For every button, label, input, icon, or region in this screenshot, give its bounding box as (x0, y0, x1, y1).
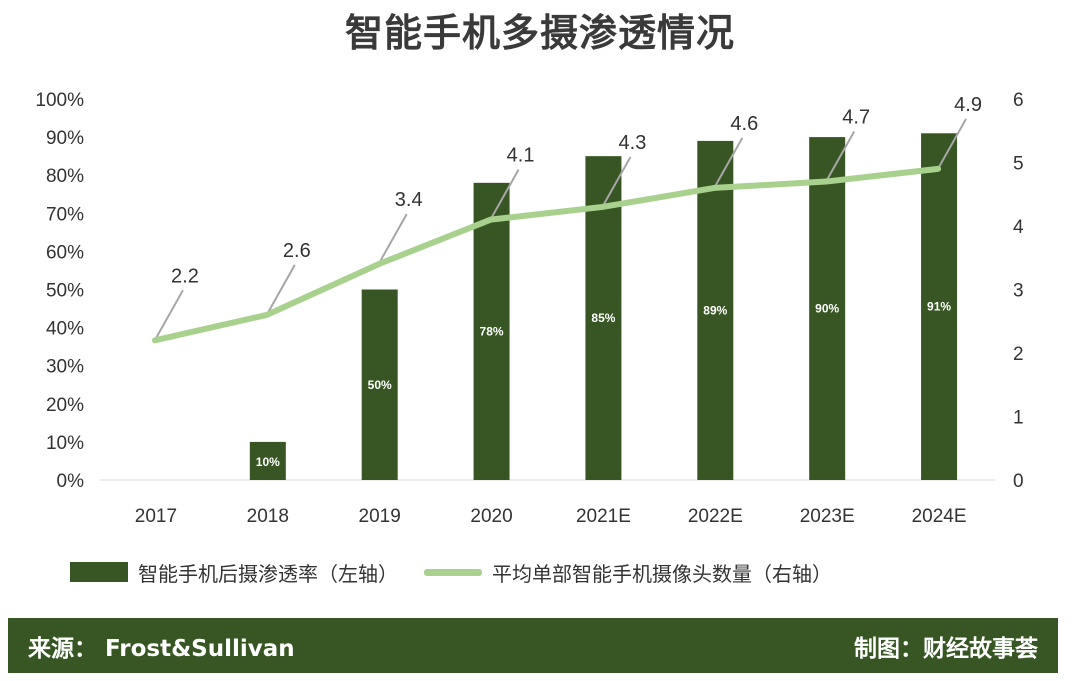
left-tick-label: 60% (46, 242, 84, 263)
right-axis-ticks: 0 1 2 3 4 5 6 (1013, 90, 1024, 492)
left-tick-label: 100% (35, 90, 84, 111)
line-value-label: 2.6 (283, 240, 311, 262)
bar-value-label: 78% (480, 324, 504, 338)
category-label: 2021E (576, 506, 631, 527)
category-labels: 2017 2018 2019 2020 2021E 2022E 2023E 2024E (135, 506, 967, 527)
chart-title: 智能手机多摄渗透情况 (344, 11, 735, 55)
bar-value-label: 10% (256, 455, 280, 469)
left-tick-label: 90% (46, 128, 84, 149)
line-value-label: 4.1 (507, 145, 535, 167)
left-tick-label: 0% (57, 471, 85, 492)
right-tick-label: 5 (1013, 154, 1024, 175)
right-tick-label: 4 (1013, 217, 1024, 238)
label-leader-line (155, 289, 184, 339)
category-label: 2023E (800, 506, 855, 527)
label-leader-line (826, 131, 856, 181)
bar-value-label: 91% (927, 300, 951, 314)
legend: 智能手机后摄渗透率（左轴） 平均单部智能手机摄像头数量（右轴） (70, 557, 832, 587)
bar-value-label: 90% (815, 302, 839, 316)
legend-line-swatch (424, 568, 482, 576)
right-tick-label: 2 (1013, 344, 1024, 365)
left-tick-label: 50% (46, 281, 84, 302)
right-tick-label: 3 (1013, 281, 1024, 302)
right-tick-label: 0 (1013, 471, 1024, 492)
category-label: 2020 (470, 506, 512, 527)
bar (809, 137, 846, 480)
bar-value-label: 85% (591, 311, 615, 325)
bar (361, 289, 398, 480)
left-tick-label: 20% (46, 395, 84, 416)
legend-line-label: 平均单部智能手机摄像头数量（右轴） (492, 561, 832, 586)
label-leader-line (938, 118, 967, 168)
line-series-path (151, 165, 942, 344)
label-leader-line (378, 213, 408, 263)
category-label: 2018 (247, 506, 289, 527)
category-label: 2017 (135, 506, 177, 527)
footer-bar: 来源： Frost&Sullivan 制图：财经故事荟 (8, 618, 1058, 673)
left-tick-label: 10% (46, 433, 84, 454)
bars: 10% 50% 78% 85% 89% 90% 91% (249, 133, 958, 481)
bar (249, 441, 286, 480)
category-label: 2022E (688, 506, 743, 527)
label-leader-lines (155, 118, 967, 339)
line-value-label: 3.4 (395, 189, 423, 211)
bar-value-label: 50% (368, 378, 392, 392)
left-axis-ticks: 0% 10% 20% 30% 40% 50% 60% 70% 80% 90% 100% (35, 90, 84, 492)
left-tick-label: 40% (46, 319, 84, 340)
label-leader-line (490, 169, 520, 219)
left-tick-label: 30% (46, 357, 84, 378)
source-text: 来源： Frost&Sullivan (28, 635, 295, 662)
label-leader-line (714, 137, 744, 187)
bar-value-label: 89% (703, 303, 727, 317)
left-tick-label: 70% (46, 204, 84, 225)
label-leader-line (266, 264, 296, 314)
credit-text: 制图：财经故事荟 (854, 635, 1038, 662)
legend-bar-label: 智能手机后摄渗透率（左轴） (138, 561, 398, 586)
bar (697, 140, 734, 480)
right-tick-label: 1 (1013, 408, 1024, 429)
line-value-label: 4.9 (954, 94, 982, 116)
line-series: 2.2 2.6 3.4 4.1 4.3 4.6 4.7 4.9 (151, 94, 982, 344)
line-value-label: 4.7 (842, 107, 870, 129)
bar (921, 133, 958, 481)
left-tick-label: 80% (46, 166, 84, 187)
category-label: 2024E (912, 506, 967, 527)
label-leader-line (602, 156, 632, 206)
category-label: 2019 (359, 506, 401, 527)
line-value-label: 4.3 (619, 132, 647, 154)
line-value-label: 2.2 (171, 265, 199, 287)
chart-plot: 0% 10% 20% 30% 40% 50% 60% 70% 80% 90% 100% 0 1 2 3 4 5… (35, 90, 1024, 527)
right-tick-label: 6 (1013, 90, 1024, 111)
bar (473, 182, 510, 480)
line-value-label: 4.6 (730, 113, 758, 135)
legend-bar-swatch (70, 562, 128, 582)
